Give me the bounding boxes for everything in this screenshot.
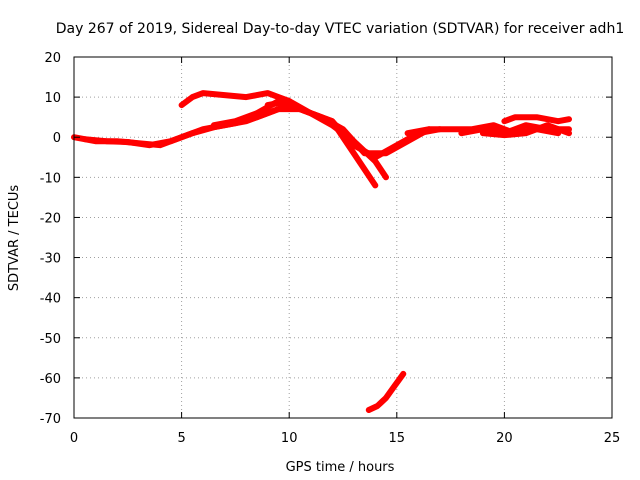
y-tick-labels: -70 -60 -50 -40 -30 -20 -10 0 10 20 [40, 51, 61, 427]
grid-lines [74, 57, 612, 418]
series-track-3 [178, 90, 293, 109]
series-track-2 [81, 106, 433, 157]
x-tick-label: 10 [281, 431, 298, 446]
x-tick-label: 20 [496, 431, 513, 446]
series-track-9 [479, 122, 572, 139]
y-tick-label: 20 [44, 51, 61, 66]
y-tick-label: -50 [40, 332, 61, 347]
y-tick-label: -10 [40, 171, 61, 186]
y-tick-label: -20 [40, 211, 61, 226]
x-tick-labels: 0 5 10 15 20 25 [70, 431, 620, 446]
series-track-10 [365, 370, 407, 413]
x-tick-label: 5 [177, 431, 185, 446]
series-track-8 [501, 114, 572, 125]
y-tick-label: -40 [40, 292, 61, 307]
y-tick-label: -30 [40, 252, 61, 267]
x-tick-label: 0 [70, 431, 78, 446]
chart-title: Day 267 of 2019, Sidereal Day-to-day VTE… [56, 21, 624, 37]
y-tick-label: 10 [44, 91, 61, 106]
x-tick-label: 15 [389, 431, 406, 446]
plot-series [71, 90, 572, 413]
plot-frame [73, 56, 613, 419]
x-axis-label: GPS time / hours [286, 460, 395, 475]
y-tick-label: -60 [40, 372, 61, 387]
x-tick-label: 25 [604, 431, 621, 446]
y-axis-label: SDTVAR / TECUs [7, 185, 22, 292]
axis-ticks [73, 56, 613, 419]
series-track-5 [264, 98, 389, 181]
y-tick-label: -70 [40, 412, 61, 427]
y-tick-label: 0 [53, 131, 61, 146]
